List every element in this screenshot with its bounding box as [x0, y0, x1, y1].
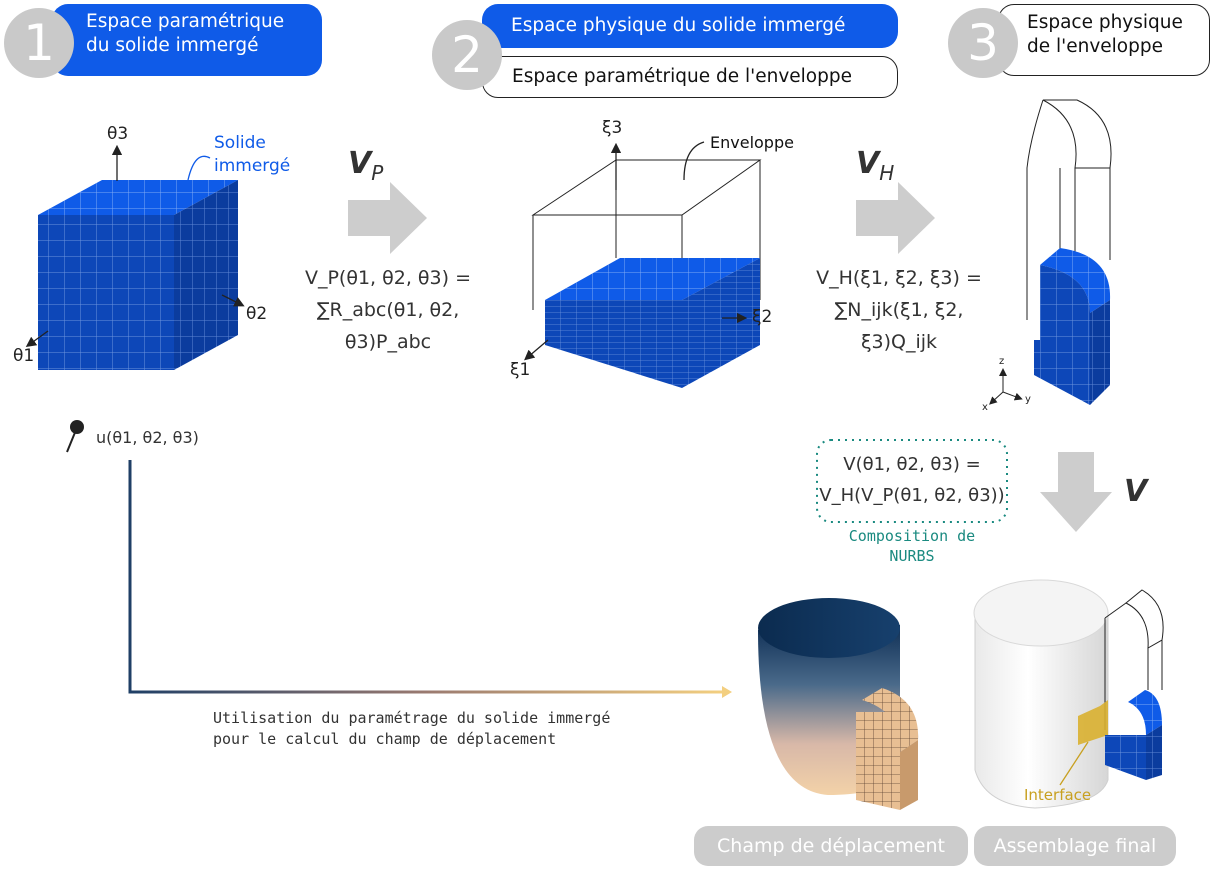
vh-label: VH	[856, 146, 894, 185]
axis-xi3-label: ξ3	[602, 118, 623, 138]
cube-1	[38, 180, 238, 370]
composition-box	[816, 439, 1008, 523]
step-2-label-parametric: Espace paramétrique de l'enveloppe	[482, 56, 898, 98]
axis-z-label: z	[999, 356, 1005, 367]
physical-envelope-outline	[1026, 99, 1112, 320]
assembly-interface	[1078, 700, 1108, 745]
vh-label-main: V	[856, 146, 880, 181]
axis-theta2-label: θ2	[246, 304, 268, 324]
step-3-label-line1: Espace physique	[1027, 12, 1183, 33]
displacement-block-front	[856, 712, 900, 810]
interface-label: Interface	[1024, 786, 1092, 804]
vp-label-sub: P	[371, 161, 384, 185]
arrow-v	[1040, 452, 1112, 532]
composition-caption-line2: NURBS	[889, 547, 935, 565]
step-1-number: 1	[4, 8, 74, 78]
assembly-shape	[973, 579, 1164, 809]
solide-callout-line2: immergé	[214, 156, 291, 176]
axis-xi2-label: ξ2	[752, 307, 773, 327]
pin-icon	[66, 420, 84, 453]
physical-solid	[1034, 248, 1111, 405]
v-label: V	[1124, 474, 1148, 509]
assembly-solid-top	[1128, 690, 1162, 735]
step-3-label-line2: de l'enveloppe	[1027, 36, 1163, 57]
badge-assembly: Assemblage final	[974, 826, 1176, 866]
physical-solid-front	[1034, 340, 1090, 405]
axis-theta3-label: θ3	[107, 124, 129, 144]
composition-formula: V(θ1, θ2, θ3) = V_H(V_P(θ1, θ2, θ3))	[817, 449, 1007, 511]
step-2-number: 2	[432, 20, 502, 90]
step-2-label-physical: Espace physique du solide immergé	[482, 4, 898, 48]
solide-callout-line	[187, 155, 211, 181]
vh-formula-line1: V_H(ξ1, ξ2, ξ3) =	[816, 267, 982, 289]
vh-formula-line2: ∑N_ijk(ξ1, ξ2, ξ3)Q_ijk	[834, 299, 964, 353]
vh-label-sub: H	[879, 161, 895, 185]
assembly-solid-front	[1105, 735, 1146, 780]
envelope-callout: Enveloppe	[710, 133, 794, 152]
displacement-shape	[758, 598, 919, 810]
assembly-cylinder-top	[973, 579, 1109, 647]
axis-theta2-line	[221, 294, 245, 307]
cube-2-top	[545, 258, 760, 300]
step-3-number: 3	[948, 8, 1018, 78]
assembly-solid-side	[1146, 725, 1162, 780]
axis-xi1-label: ξ1	[510, 360, 531, 380]
vp-label: VP	[348, 146, 383, 185]
arrow-vp	[348, 182, 427, 254]
displacement-path	[128, 460, 722, 694]
axis-theta1-label: θ1	[13, 346, 35, 366]
interface-leader	[1059, 741, 1089, 786]
step-3-label: Espace physique de l'enveloppe	[998, 4, 1210, 76]
cube-1-top	[38, 180, 238, 215]
displacement-block-curve	[862, 688, 919, 752]
path-caption: Utilisation du paramétrage du solide imm…	[213, 708, 610, 750]
path-caption-line1: Utilisation du paramétrage du solide imm…	[213, 709, 611, 727]
arrow-vh	[856, 182, 935, 254]
composition-caption: Composition de NURBS	[812, 526, 1012, 566]
axis-x-label: x	[982, 402, 988, 413]
assembly-envelope-outline	[1104, 589, 1164, 730]
vp-formula-line2: ∑R_abc(θ1, θ2, θ3)P_abc	[316, 299, 460, 353]
physical-solid-side	[1090, 300, 1110, 405]
vp-label-main: V	[348, 146, 372, 181]
cube-2-side	[682, 258, 760, 388]
displacement-cylinder-top	[758, 598, 900, 658]
cube-1-side	[174, 180, 238, 370]
badge-displacement: Champ de déplacement	[694, 826, 968, 866]
xyz-triad	[989, 368, 1023, 405]
solide-callout-line1: Solide	[214, 133, 266, 153]
axis-xi1-line	[524, 339, 549, 361]
axis-theta1-line	[25, 330, 49, 348]
cube-2-front	[545, 300, 682, 388]
step-1-label-line1: Espace paramétrique	[86, 11, 285, 32]
assembly-cylinder-body	[974, 611, 1109, 809]
displacement-block-side	[900, 740, 918, 810]
composition-formula-line1: V(θ1, θ2, θ3) =	[843, 454, 981, 475]
axis-y-label: y	[1025, 394, 1031, 405]
composition-caption-line1: Composition de	[848, 527, 976, 545]
pin-label: u(θ1, θ2, θ3)	[96, 428, 199, 447]
solide-callout: Solide immergé	[214, 132, 290, 178]
step-1-label-line2: du solide immergé	[86, 35, 259, 56]
cube-2-solid	[545, 258, 760, 388]
vp-formula-line1: V_P(θ1, θ2, θ3) =	[304, 267, 472, 289]
physical-solid-top	[1040, 248, 1111, 313]
envelope-callout-line	[683, 141, 705, 181]
step-1-label: Espace paramétrique du solide immergé	[52, 4, 322, 76]
composition-formula-line2: V_H(V_P(θ1, θ2, θ3))	[819, 485, 1005, 506]
vp-formula: V_P(θ1, θ2, θ3) = ∑R_abc(θ1, θ2, θ3)P_ab…	[288, 262, 488, 358]
vh-formula: V_H(ξ1, ξ2, ξ3) = ∑N_ijk(ξ1, ξ2, ξ3)Q_ij…	[796, 262, 1002, 358]
displacement-path-head	[722, 686, 732, 698]
cube-1-front	[38, 215, 174, 370]
path-caption-line2: pour le calcul du champ de déplacement	[213, 730, 557, 748]
